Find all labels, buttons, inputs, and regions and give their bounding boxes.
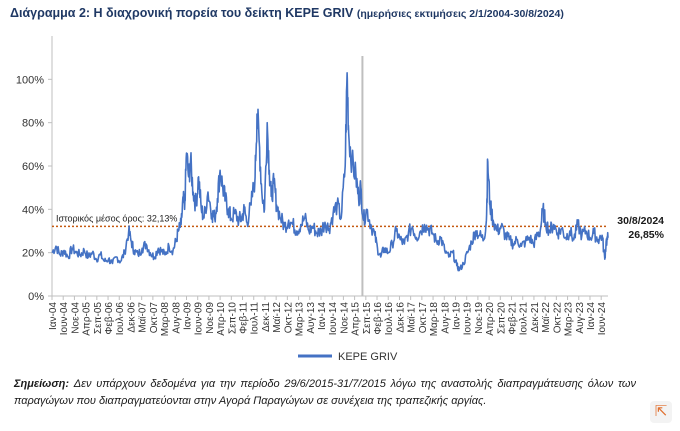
x-tick-label: Ιουν-14 — [328, 302, 339, 336]
x-tick-label: Απρ-05 — [82, 302, 93, 336]
x-tick-label: Δεκ-11 — [261, 302, 272, 332]
footnote: Σημείωση: Δεν υπάρχουν δεδομένα για την … — [14, 376, 636, 410]
x-tick-label: Μαϊ-12 — [272, 302, 283, 333]
x-tick-label: Ιουν-24 — [597, 302, 608, 336]
chart-title-sub: (ημερήσιες εκτιμήσεις 2/1/2004-30/8/2024… — [356, 8, 564, 20]
footnote-label: Σημείωση: — [14, 378, 70, 390]
x-tick-label: Μαϊ-22 — [541, 302, 552, 333]
x-tick-label: Σεπ-10 — [227, 302, 238, 334]
footnote-text: Δεν υπάρχουν δεδομένα για την περίοδο 29… — [14, 378, 636, 407]
x-tick-label: Απρ-10 — [216, 302, 227, 336]
x-tick-label: Μαρ-08 — [160, 302, 171, 337]
y-tick-label: 0% — [28, 291, 44, 303]
x-tick-label: Μαρ-23 — [564, 302, 575, 337]
x-tick-label: Δεκ-06 — [126, 302, 137, 333]
x-tick-label: Μαρ-18 — [429, 302, 440, 337]
x-tick-label: Μαρ-13 — [295, 302, 306, 337]
x-tick-label: Νοε-19 — [474, 302, 485, 334]
x-tick-label: Ιουν-19 — [463, 302, 474, 336]
x-tick-label: Δεκ-16 — [395, 302, 406, 333]
expand-icon[interactable]: ⇱ — [650, 401, 672, 423]
x-tick-label: Ιαν-14 — [317, 302, 328, 330]
x-tick-label: Οκτ-22 — [552, 302, 563, 334]
x-tick-label: Ιουν-09 — [194, 302, 205, 336]
legend-label: ΚΕΡΕ GRIV — [338, 351, 398, 363]
x-tick-label: Οκτ-17 — [418, 302, 429, 334]
historical-mean-label: Ιστορικός μέσος όρος: 32,13% — [56, 213, 177, 223]
x-tick-label: Δεκ-21 — [530, 302, 541, 333]
end-annotation-value: 26,85% — [628, 229, 664, 241]
chart-title: Διάγραμμα 2: Η διαχρονική πορεία του δεί… — [10, 6, 564, 20]
x-tick-label: Φεβ-16 — [373, 302, 384, 335]
x-tick-label: Ιαν-24 — [586, 302, 597, 330]
x-tick-label: Σεπ-15 — [362, 302, 373, 334]
chart-area: 0% 20% 40% 60% 80% 100% Ιαν-04 Ιουν-04 Νοε-04 Απρ… — [0, 26, 680, 372]
x-tick-label: Αυγ-13 — [306, 302, 317, 334]
x-tick-label: Μαϊ-07 — [138, 302, 149, 333]
x-tick-label: Μαϊ-17 — [407, 302, 418, 333]
x-tick-label: Οκτ-12 — [283, 302, 294, 334]
y-tick-label: 20% — [22, 248, 44, 260]
x-tick-label: Απρ-20 — [485, 302, 496, 336]
end-annotation-date: 30/8/2024 — [617, 215, 664, 227]
x-tick-label: Ιουλ-16 — [384, 302, 395, 336]
x-tick-label: Ιαν-09 — [182, 302, 193, 330]
x-tick-label: Ιουν-04 — [59, 302, 70, 336]
y-tick-label: 80% — [22, 118, 44, 130]
x-tick-label: Οκτ-07 — [149, 302, 160, 334]
x-tick-label: Αυγ-18 — [440, 302, 451, 334]
x-tick-label: Σεπ-05 — [93, 302, 104, 334]
y-tick-label: 40% — [22, 204, 44, 216]
x-tick-label: Νοε-09 — [205, 302, 216, 334]
x-tick-label: Ιαν-19 — [451, 302, 462, 330]
x-tick-label: Νοε-14 — [339, 302, 350, 334]
x-tick-label: Απρ-15 — [351, 302, 362, 336]
x-tick-label: Φεβ-21 — [508, 302, 519, 335]
x-tick-label: Ιουλ-11 — [250, 302, 261, 335]
x-tick-label: Ιουλ-21 — [519, 302, 530, 336]
x-tick-label: Αυγ-08 — [171, 302, 182, 334]
line-chart: 0%20%40%60%80%100%Ιαν-04 Ιουν-04 Νοε-04 Απρ… — [16, 36, 665, 363]
x-tick-label: Νοε-04 — [70, 302, 81, 334]
chart-title-main: Διάγραμμα 2: Η διαχρονική πορεία του δεί… — [10, 6, 354, 20]
griv-series-line — [51, 72, 609, 272]
x-tick-label: Ιαν-04 — [48, 302, 59, 330]
x-tick-label: Σεπ-20 — [496, 302, 507, 334]
x-tick-label: Φεβ-11 — [239, 302, 250, 334]
x-tick-label: Ιουλ-06 — [115, 302, 126, 336]
x-tick-label: Φεβ-06 — [104, 302, 115, 335]
x-tick-label: Αυγ-23 — [575, 302, 586, 334]
y-tick-label: 60% — [22, 161, 44, 173]
y-tick-label: 100% — [16, 74, 44, 86]
